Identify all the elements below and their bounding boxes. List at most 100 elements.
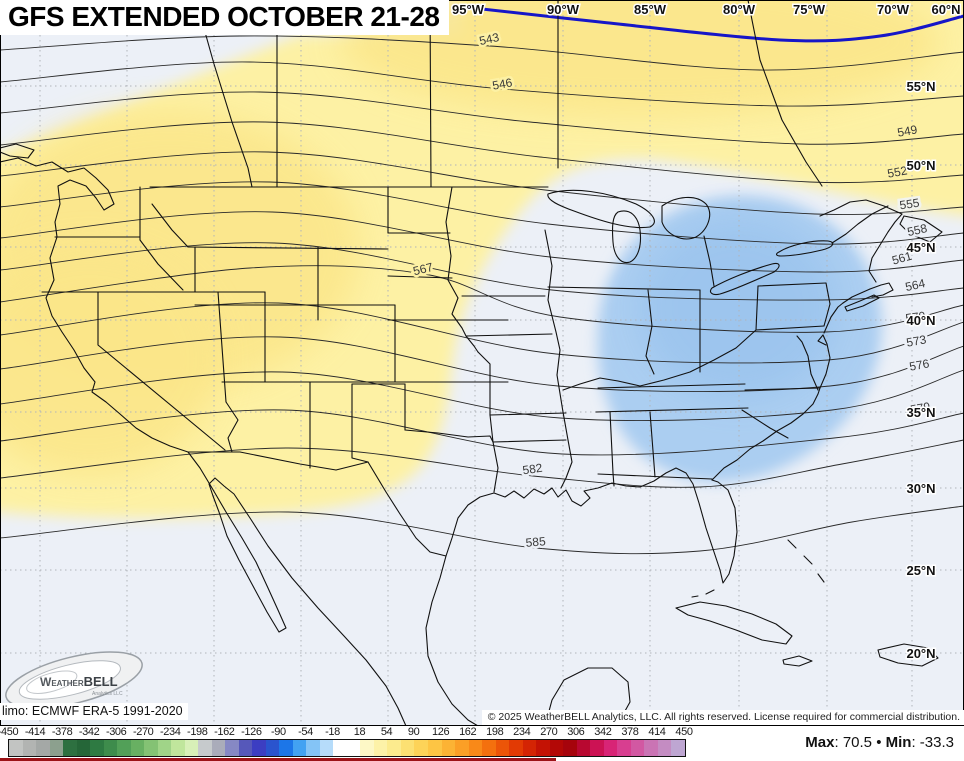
contour-label: 546 [491, 75, 513, 92]
latitude-label: 25°N [906, 563, 935, 578]
colorbar-cell [9, 740, 23, 756]
colorbar-tick-label: 198 [486, 726, 504, 738]
colorbar-cell [117, 740, 131, 756]
colorbar-tick-label: -342 [78, 726, 100, 738]
logo-subtext: Analytics LLC [92, 691, 123, 697]
colorbar-cell [657, 740, 672, 756]
map-layers: 5435465495525555585615645675705735765795… [0, 0, 964, 726]
logo-text: WEATHERBELL [40, 674, 118, 689]
colorbar-cell [225, 740, 239, 756]
colorbar-cell [522, 740, 537, 756]
graticule-labels: 95°W 90°W 85°W 80°W 75°W 70°W 60°N 55°N 50°N 45°N… [451, 1, 962, 663]
colorbar-tick-label: 54 [380, 726, 393, 738]
colorbar [8, 739, 686, 757]
colorbar-cell [455, 740, 469, 756]
longitude-label: 75°W [793, 2, 826, 17]
colorbar-tick-label: 306 [567, 726, 585, 738]
contour-label: 570 [905, 309, 927, 326]
max-label: Max [805, 734, 835, 751]
colorbar-cell [482, 740, 496, 756]
contour-label: 549 [896, 122, 918, 139]
colorbar-cell [360, 740, 374, 756]
title-text: GFS EXTENDED OCTOBER 21-28 [8, 1, 440, 32]
colorbar-cell [90, 740, 104, 756]
contour-label: 573 [905, 332, 927, 349]
colorbar-cell [76, 740, 91, 756]
contour-label: 582 [522, 461, 544, 478]
latitude-label: 55°N [906, 79, 935, 94]
colorbar-tick-label: -162 [214, 726, 235, 738]
colorbar-cell [198, 740, 212, 756]
max-min-readout: Max: 70.5 • Min: -33.3 [805, 734, 954, 751]
contour-label: 579 [909, 399, 931, 416]
latitude-label: 35°N [906, 405, 935, 420]
colorbar-cell [373, 740, 388, 756]
colorbar-cell [171, 740, 185, 756]
highlight-contour-540 [454, 4, 964, 43]
colorbar-tick-label: 378 [621, 726, 639, 738]
colorbar-bottom-strip [0, 758, 556, 761]
map-canvas: 543 546 549 552 555 558 561 564 567 570 573 576 579 5… [0, 0, 964, 726]
copyright-note: © 2025 WeatherBELL Analytics, LLC. All r… [481, 710, 964, 725]
colorbar-cell [333, 740, 347, 756]
great-lake [661, 196, 711, 240]
coastlines-and-borders [0, 0, 943, 726]
colorbar-cell [617, 740, 631, 756]
colorbar-cell [549, 740, 564, 756]
colorbar-tick-label: -306 [105, 726, 127, 738]
contour-label: 585 [525, 534, 546, 550]
longitude-label: 70°W [877, 2, 910, 17]
colorbar-cell [63, 740, 77, 756]
latitude-label: 30°N [906, 481, 935, 496]
great-lake [709, 262, 780, 296]
colorbar-cell [441, 740, 456, 756]
contour-label: 555 [899, 196, 921, 213]
negative-anomaly-core [638, 216, 838, 400]
colorbar-cell [509, 740, 523, 756]
colorbar-cell [184, 740, 199, 756]
colorbar-tick-label: 270 [540, 726, 558, 738]
colorbar-cell [563, 740, 577, 756]
color-scale-legend: -450 -414 -378 -342 -306 -270 -234 -198 -162 -126… [0, 726, 964, 761]
colorbar-cell [22, 740, 37, 756]
colorbar-cell [468, 740, 483, 756]
anomaly-map: 5435465495525555585615645675705735765795… [0, 0, 964, 726]
colorbar-cell [49, 740, 64, 756]
weatherbell-logo: WEATHERBELL Analytics LLC [5, 651, 143, 709]
colorbar-cell [144, 740, 158, 756]
colorbar-cell [603, 740, 618, 756]
colorbar-tick-label: -198 [187, 726, 208, 738]
colorbar-tick-label: -54 [298, 726, 313, 738]
colorbar-cell [306, 740, 320, 756]
colorbar-tick-label: 234 [513, 726, 531, 738]
longitude-label: 85°W [634, 2, 667, 17]
colorbar-cell [590, 740, 604, 756]
colorbar-tick-label: -270 [132, 726, 154, 738]
latitude-label: 40°N [906, 313, 935, 328]
colorbar-tick-label: -450 [0, 726, 19, 738]
contour-label: 552 [886, 163, 908, 180]
colorbar-tick-label: 126 [432, 726, 450, 738]
colorbar-tick-label: 18 [353, 726, 366, 738]
max-value: 70.5 [842, 734, 873, 751]
colorbar-cell [536, 740, 550, 756]
climo-note: limo: ECMWF ERA-5 1991-2020 [0, 703, 188, 720]
height-contours [0, 35, 964, 555]
colorbar-tick-label: 414 [648, 726, 666, 738]
colorbar-cell [36, 740, 50, 756]
colorbar-cell [387, 740, 401, 756]
colorbar-cell [644, 740, 658, 756]
colorbar-cell [630, 740, 645, 756]
colorbar-tick-label: -18 [325, 726, 340, 738]
contour-label: 576 [908, 356, 930, 373]
colorbar-tick-label: -126 [241, 726, 262, 738]
colorbar-cell [211, 740, 226, 756]
longitude-label: 60°N [931, 2, 960, 17]
colorbar-cell [292, 740, 307, 756]
great-lake [611, 210, 642, 264]
latitude-label: 45°N [906, 240, 935, 255]
colorbar-cell [130, 740, 145, 756]
colorbar-cell [319, 740, 334, 756]
longitude-label: 95°W [452, 2, 485, 17]
colorbar-cell [238, 740, 253, 756]
